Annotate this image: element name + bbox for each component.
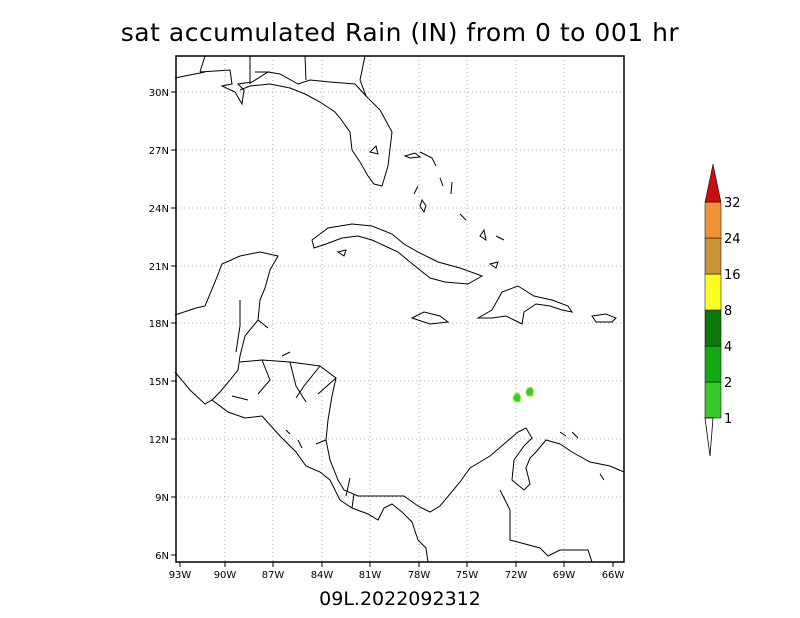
jamaica xyxy=(410,311,450,325)
hispaniola xyxy=(476,285,574,325)
lon-label-78w: 78W xyxy=(408,570,431,581)
lat-label-9n: 9N xyxy=(155,493,169,504)
lon-label-81w: 81W xyxy=(359,570,382,581)
colorbar-label-16: 16 xyxy=(724,268,741,283)
cuba xyxy=(311,223,484,285)
lon-label-93w: 93W xyxy=(169,570,192,581)
lat-label-6n: 6N xyxy=(155,551,169,562)
colorbar-segment-4-8 xyxy=(704,309,722,347)
colorbar-segment-24-32 xyxy=(704,201,722,239)
lat-label-18n: 18N xyxy=(149,319,169,330)
puerto-rico xyxy=(591,313,617,323)
rain-area-1 xyxy=(512,392,522,403)
pacific-coast-central xyxy=(261,415,429,563)
mexico-west-coast xyxy=(174,371,263,419)
coastlines xyxy=(174,55,625,563)
small-islands xyxy=(281,351,605,481)
us-east-coast xyxy=(304,55,367,97)
lat-label-27n: 27N xyxy=(149,146,169,157)
axes: 93W 90W 87W 84W 81W 78W 75W 72W 69W 66W … xyxy=(149,88,625,581)
lat-label-12n: 12N xyxy=(149,435,169,446)
colorbar-segment-2-4 xyxy=(704,345,722,383)
latitude-ticks xyxy=(171,91,176,556)
country-borders xyxy=(231,300,593,563)
storm-id-label: 09L.2022092312 xyxy=(319,588,481,610)
us-inland-lines xyxy=(174,56,270,84)
lon-label-75w: 75W xyxy=(456,570,479,581)
colorbar: 1 2 4 8 16 24 32 xyxy=(704,163,741,457)
lon-label-69w: 69W xyxy=(553,570,576,581)
colorbar-label-32: 32 xyxy=(724,196,741,211)
colorbar-segment-1-2 xyxy=(704,381,722,419)
us-gulf-coast xyxy=(199,55,393,187)
central-america xyxy=(239,359,625,513)
rain-area-2 xyxy=(525,386,535,397)
lon-label-84w: 84W xyxy=(311,570,334,581)
colorbar-label-24: 24 xyxy=(724,232,741,247)
lon-label-87w: 87W xyxy=(262,570,285,581)
colorbar-segment-8-16 xyxy=(704,273,722,311)
bahamas xyxy=(403,151,505,269)
gridlines xyxy=(176,56,624,562)
colorbar-label-2: 2 xyxy=(724,376,732,391)
lat-label-24n: 24N xyxy=(149,204,169,215)
longitude-ticks xyxy=(179,562,614,567)
map-title: sat accumulated Rain (IN) from 0 to 001 … xyxy=(120,18,680,47)
colorbar-segment-16-24 xyxy=(704,237,722,275)
colorbar-bottom-arrow xyxy=(704,417,714,457)
mexico-yucatan xyxy=(174,251,279,401)
map-frame xyxy=(175,55,625,563)
colorbar-label-1: 1 xyxy=(724,412,732,427)
lat-label-21n: 21N xyxy=(149,262,169,273)
colorbar-label-8: 8 xyxy=(724,304,732,319)
colorbar-top-arrow xyxy=(704,163,722,203)
lon-label-66w: 66W xyxy=(602,570,625,581)
lake-okeechobee xyxy=(369,145,379,155)
lat-label-15n: 15N xyxy=(149,377,169,388)
lon-label-72w: 72W xyxy=(505,570,528,581)
isle-of-youth xyxy=(336,249,347,257)
lon-label-90w: 90W xyxy=(214,570,237,581)
colorbar-label-4: 4 xyxy=(724,340,732,355)
lat-label-30n: 30N xyxy=(149,88,169,99)
rain-areas xyxy=(512,386,535,403)
